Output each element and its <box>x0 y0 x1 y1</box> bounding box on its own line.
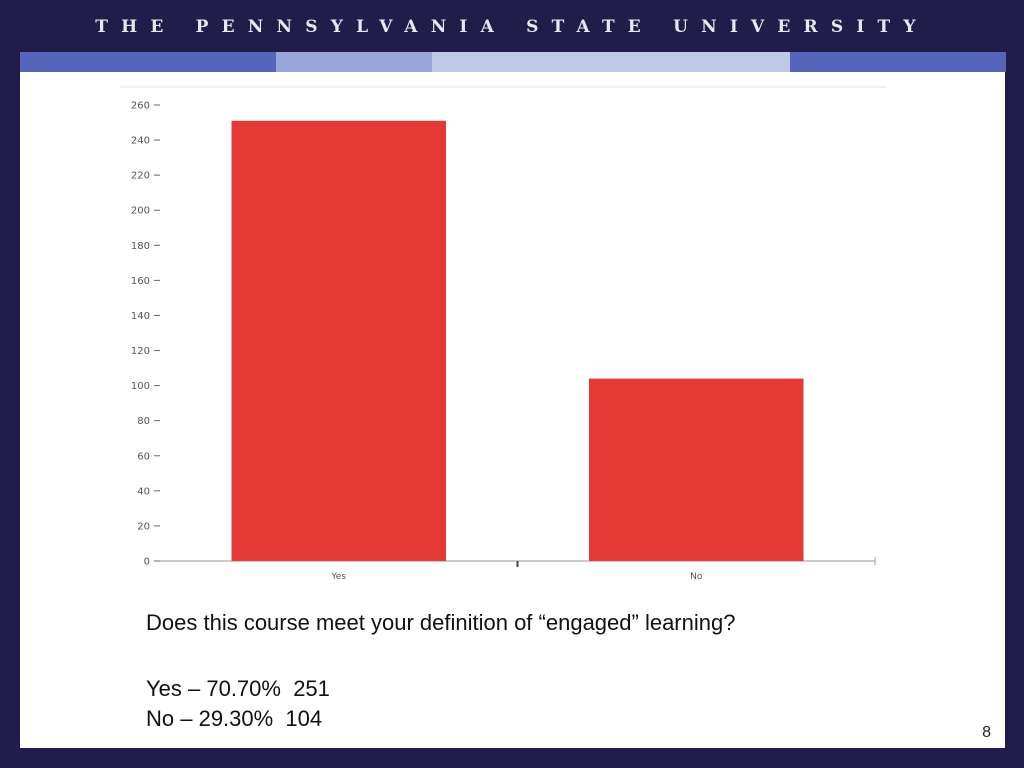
caption: Does this course meet your definition of… <box>146 608 735 734</box>
header-band-right <box>790 52 1006 72</box>
caption-spacer <box>146 638 735 674</box>
y-tick-label: 140 <box>131 311 150 322</box>
y-tick-label: 100 <box>131 381 150 392</box>
y-tick-label: 80 <box>137 416 150 427</box>
page-number: 8 <box>982 724 991 741</box>
y-tick-label: 20 <box>137 521 150 532</box>
bar-chart: 0 20 40 60 80 100 120 140 160 180 200 220 240 260 Yes N… <box>120 86 885 582</box>
bar-yes <box>231 120 446 562</box>
y-tick-label: 40 <box>137 486 150 497</box>
result-yes: Yes – 70.70% 251 <box>146 676 330 701</box>
result-no: No – 29.30% 104 <box>146 706 323 731</box>
y-tick-label: 200 <box>131 206 150 217</box>
header-title: THE PENNSYLVANIA STATE UNIVERSITY <box>95 17 929 37</box>
slide-content: 0 20 40 60 80 100 120 140 160 180 200 220 240 260 Yes N… <box>20 72 1005 748</box>
header-band-light <box>432 52 790 72</box>
y-tick-label: 0 <box>144 557 150 568</box>
y-tick-label: 60 <box>137 451 150 462</box>
y-tick-label: 120 <box>131 346 150 357</box>
y-tick-label: 160 <box>131 276 150 287</box>
header-band-mid <box>276 52 432 72</box>
question-text: Does this course meet your definition of… <box>146 610 736 635</box>
x-category-label: Yes <box>330 572 346 582</box>
y-tick-label: 180 <box>131 241 150 252</box>
x-category-label: No <box>690 572 703 582</box>
header-band-left <box>20 52 276 72</box>
y-tick-label: 240 <box>131 136 150 147</box>
bar-no <box>589 378 804 561</box>
y-tick-label: 260 <box>131 101 150 112</box>
y-tick-label: 220 <box>131 171 150 182</box>
